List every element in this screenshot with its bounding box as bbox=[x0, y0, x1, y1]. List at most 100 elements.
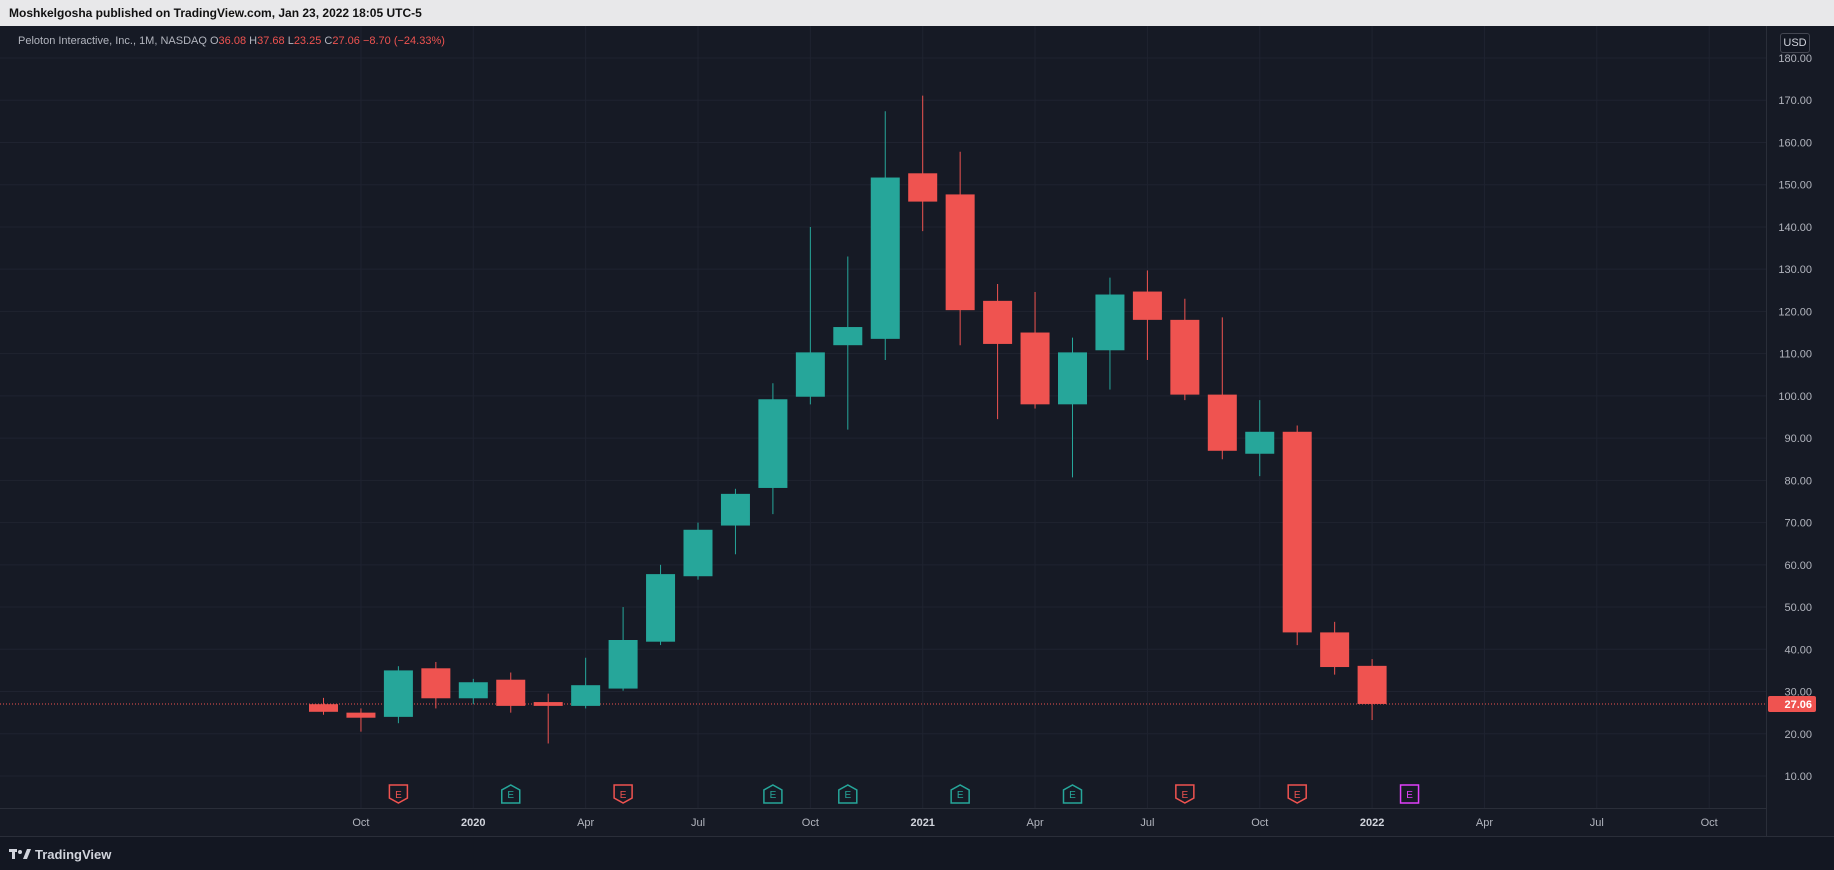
open-key: O bbox=[209, 35, 219, 47]
earnings-marker-icon[interactable] bbox=[1062, 784, 1083, 804]
candle-body[interactable] bbox=[720, 493, 750, 526]
candle-body[interactable] bbox=[533, 702, 563, 706]
x-tick-label: Oct bbox=[802, 817, 819, 829]
high-value: 37.68 bbox=[257, 35, 285, 47]
candle-body[interactable] bbox=[1245, 431, 1275, 454]
candle-body[interactable] bbox=[1282, 431, 1312, 633]
candle-body[interactable] bbox=[1020, 332, 1050, 405]
earnings-marker-icon[interactable] bbox=[388, 784, 409, 804]
chart-background bbox=[0, 26, 1834, 836]
tradingview-logo-icon bbox=[9, 849, 31, 859]
earnings-marker-label: E bbox=[395, 790, 402, 801]
symbol-legend: Peloton Interactive, Inc., 1M, NASDAQ O3… bbox=[18, 35, 445, 47]
y-tick-label: 50.00 bbox=[1784, 602, 1812, 614]
y-tick-label: 150.00 bbox=[1778, 180, 1812, 192]
x-tick-label: Oct bbox=[1251, 817, 1268, 829]
candle-body[interactable] bbox=[1357, 665, 1387, 704]
y-tick-label: 100.00 bbox=[1778, 391, 1812, 403]
earnings-marker-icon[interactable] bbox=[613, 784, 633, 804]
candle-body[interactable] bbox=[833, 327, 863, 346]
y-tick-label: 90.00 bbox=[1784, 433, 1812, 445]
candle-body[interactable] bbox=[608, 640, 638, 689]
last-price-label: 27.06 bbox=[1784, 699, 1812, 711]
earnings-marker-label: E bbox=[1294, 790, 1301, 801]
y-tick-label: 160.00 bbox=[1778, 137, 1812, 149]
earnings-marker-icon[interactable] bbox=[763, 784, 783, 804]
candle-body[interactable] bbox=[1170, 319, 1200, 395]
tradingview-brand: TradingView bbox=[35, 846, 112, 862]
earnings-marker-label: E bbox=[1406, 790, 1413, 801]
candle-body[interactable] bbox=[383, 670, 413, 717]
chart-area[interactable]: 10.00 20.00 30.00 40.00 50.00 60.00 70.00 80.00… bbox=[0, 26, 1834, 836]
change-value: −8.70 (−24.33%) bbox=[362, 35, 445, 47]
currency-button[interactable]: USD bbox=[1780, 33, 1810, 53]
y-tick-label: 80.00 bbox=[1784, 475, 1812, 487]
y-tick-label: 20.00 bbox=[1784, 729, 1812, 741]
earnings-marker-label: E bbox=[507, 790, 514, 801]
earnings-marker-icon[interactable] bbox=[501, 784, 521, 804]
earnings-marker-icon[interactable] bbox=[1399, 784, 1420, 804]
y-tick-label: 110.00 bbox=[1779, 349, 1812, 361]
candle-body[interactable] bbox=[870, 177, 900, 339]
earnings-marker-icon[interactable] bbox=[1287, 784, 1307, 804]
open-value: 36.08 bbox=[218, 35, 247, 47]
candle-body[interactable] bbox=[758, 399, 788, 488]
x-tick-label: Jul bbox=[691, 817, 705, 829]
x-tick-label: Oct bbox=[1701, 817, 1718, 829]
candle-body[interactable] bbox=[496, 679, 526, 706]
candle-body[interactable] bbox=[646, 574, 676, 642]
x-tick-label: Jul bbox=[1140, 817, 1154, 829]
y-tick-label: 130.00 bbox=[1778, 264, 1812, 276]
y-tick-label: 40.00 bbox=[1784, 644, 1812, 656]
candle-body[interactable] bbox=[1095, 294, 1125, 351]
candle-body[interactable] bbox=[421, 668, 451, 699]
candle-body[interactable] bbox=[1058, 352, 1087, 405]
x-tick-label: Apr bbox=[1026, 817, 1043, 829]
y-tick-label: 10.00 bbox=[1784, 771, 1812, 783]
symbol-title: Peloton Interactive, Inc., 1M, NASDAQ bbox=[18, 35, 207, 47]
candle-body[interactable] bbox=[1132, 291, 1162, 320]
earnings-marker-icon[interactable] bbox=[1175, 784, 1195, 804]
earnings-marker-label: E bbox=[770, 790, 777, 801]
close-value: 27.06 bbox=[332, 35, 360, 47]
candle-body[interactable] bbox=[1320, 632, 1350, 668]
earnings-marker-label: E bbox=[1182, 790, 1189, 801]
y-tick-label: 70.00 bbox=[1784, 518, 1812, 530]
earnings-marker-icon[interactable] bbox=[950, 784, 970, 804]
x-tick-label: Apr bbox=[1476, 817, 1493, 829]
candle-body[interactable] bbox=[795, 352, 825, 397]
candle-body[interactable] bbox=[908, 173, 938, 202]
footer-bar: TradingView bbox=[0, 836, 1834, 870]
y-tick-label: 170.00 bbox=[1778, 95, 1812, 107]
candle-body[interactable] bbox=[346, 712, 376, 718]
earnings-marker-icon[interactable] bbox=[838, 784, 858, 804]
x-tick-label: 2022 bbox=[1360, 817, 1384, 829]
close-key: C bbox=[324, 35, 333, 47]
x-tick-label: 2020 bbox=[461, 817, 485, 829]
low-key: L bbox=[287, 35, 294, 47]
earnings-marker-label: E bbox=[1069, 790, 1076, 801]
candle-body[interactable] bbox=[309, 704, 338, 712]
y-tick-label: 180.00 bbox=[1778, 53, 1812, 65]
y-tick-label: 30.00 bbox=[1784, 687, 1812, 699]
candle-body[interactable] bbox=[1207, 394, 1237, 451]
x-tick-label: Oct bbox=[352, 817, 369, 829]
earnings-marker-label: E bbox=[957, 790, 964, 801]
candle-body[interactable] bbox=[945, 194, 975, 311]
x-tick-label: 2021 bbox=[910, 817, 934, 829]
candle-body[interactable] bbox=[683, 529, 713, 577]
tradingview-logo[interactable]: TradingView bbox=[9, 846, 111, 862]
high-key: H bbox=[249, 35, 258, 47]
x-tick-label: Jul bbox=[1590, 817, 1604, 829]
last-price-badge bbox=[1768, 695, 1816, 712]
candlestick-chart[interactable]: 10.00 20.00 30.00 40.00 50.00 60.00 70.00 80.00… bbox=[0, 26, 1834, 836]
published-text: Moshkelgosha published on TradingView.co… bbox=[9, 6, 422, 20]
y-tick-label: 60.00 bbox=[1784, 560, 1812, 572]
publisher-header: Moshkelgosha published on TradingView.co… bbox=[0, 0, 1834, 26]
y-tick-label: 120.00 bbox=[1778, 306, 1812, 318]
earnings-marker-label: E bbox=[620, 790, 627, 801]
x-tick-label: Apr bbox=[577, 817, 594, 829]
candle-body[interactable] bbox=[571, 685, 601, 706]
candle-body[interactable] bbox=[458, 682, 488, 699]
candle-body[interactable] bbox=[983, 300, 1013, 344]
